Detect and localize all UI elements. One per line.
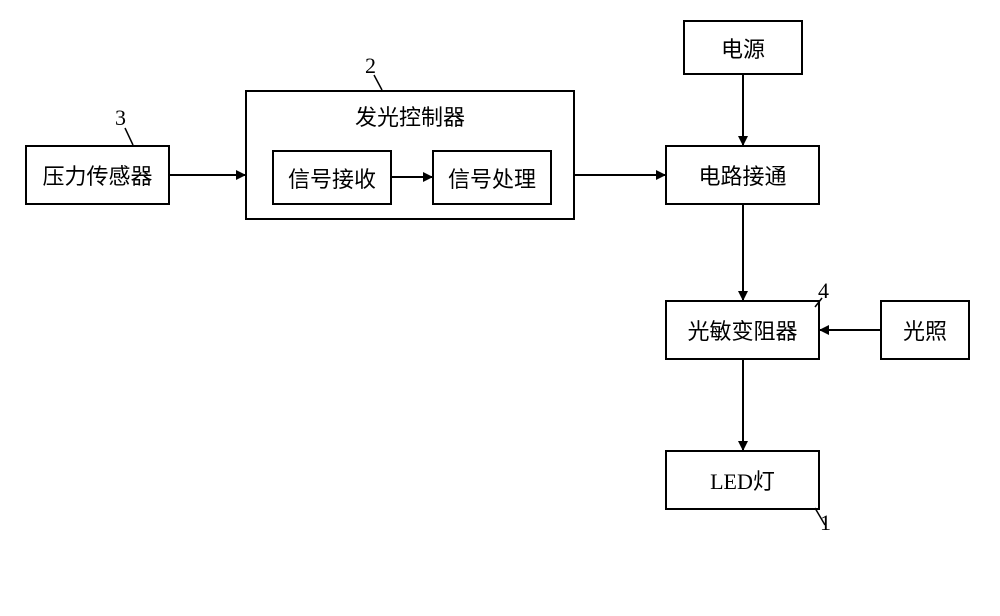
- light-controller-title: 发光控制器: [247, 100, 573, 132]
- power-supply-box: 电源: [683, 20, 803, 75]
- circuit-on-box: 电路接通: [665, 145, 820, 205]
- signal-process-label: 信号处理: [448, 162, 536, 194]
- callout-4: 4: [818, 278, 829, 304]
- signal-process-box: 信号处理: [432, 150, 552, 205]
- callout-line-3: [125, 128, 133, 145]
- circuit-on-label: 电路接通: [698, 159, 786, 191]
- pressure-sensor-label: 压力传感器: [42, 159, 152, 191]
- photoresistor-label: 光敏变阻器: [687, 314, 797, 346]
- callout-1: 1: [820, 510, 831, 536]
- signal-receive-label: 信号接收: [288, 162, 376, 194]
- led-lamp-label: LED灯: [710, 464, 775, 496]
- callout-3: 3: [115, 105, 126, 131]
- led-lamp-box: LED灯: [665, 450, 820, 510]
- callout-2: 2: [365, 53, 376, 79]
- photoresistor-box: 光敏变阻器: [665, 300, 820, 360]
- pressure-sensor-box: 压力传感器: [25, 145, 170, 205]
- light-input-label: 光照: [903, 314, 947, 346]
- signal-receive-box: 信号接收: [272, 150, 392, 205]
- power-supply-label: 电源: [721, 32, 765, 64]
- light-input-box: 光照: [880, 300, 970, 360]
